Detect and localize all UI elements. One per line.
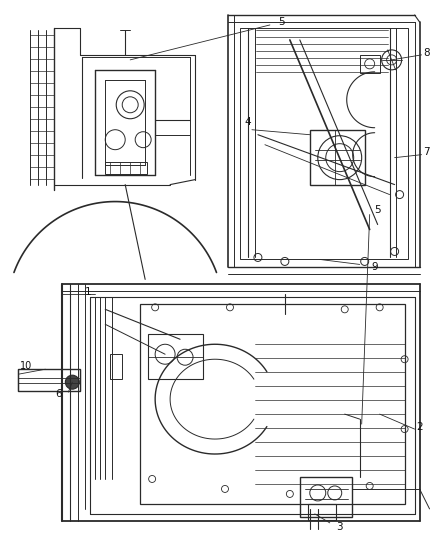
Text: 7: 7 bbox=[423, 147, 430, 157]
Text: 5: 5 bbox=[279, 17, 285, 27]
Text: 10: 10 bbox=[20, 361, 32, 371]
Bar bbox=[360, 55, 380, 73]
Text: 2: 2 bbox=[416, 422, 423, 432]
Bar bbox=[148, 334, 203, 379]
Bar bbox=[240, 28, 408, 260]
Bar bbox=[308, 504, 336, 520]
Text: 8: 8 bbox=[423, 48, 430, 58]
Text: 1: 1 bbox=[85, 287, 92, 297]
Text: 5: 5 bbox=[374, 205, 381, 215]
Bar bbox=[110, 354, 122, 379]
Bar bbox=[18, 369, 80, 391]
Bar bbox=[105, 161, 147, 174]
Text: 3: 3 bbox=[336, 522, 343, 532]
Bar bbox=[310, 130, 365, 184]
Circle shape bbox=[65, 375, 79, 389]
Bar bbox=[300, 477, 352, 517]
Text: 6: 6 bbox=[55, 389, 62, 399]
Text: 4: 4 bbox=[245, 117, 251, 127]
Text: 9: 9 bbox=[371, 262, 378, 272]
Bar bbox=[140, 304, 405, 504]
